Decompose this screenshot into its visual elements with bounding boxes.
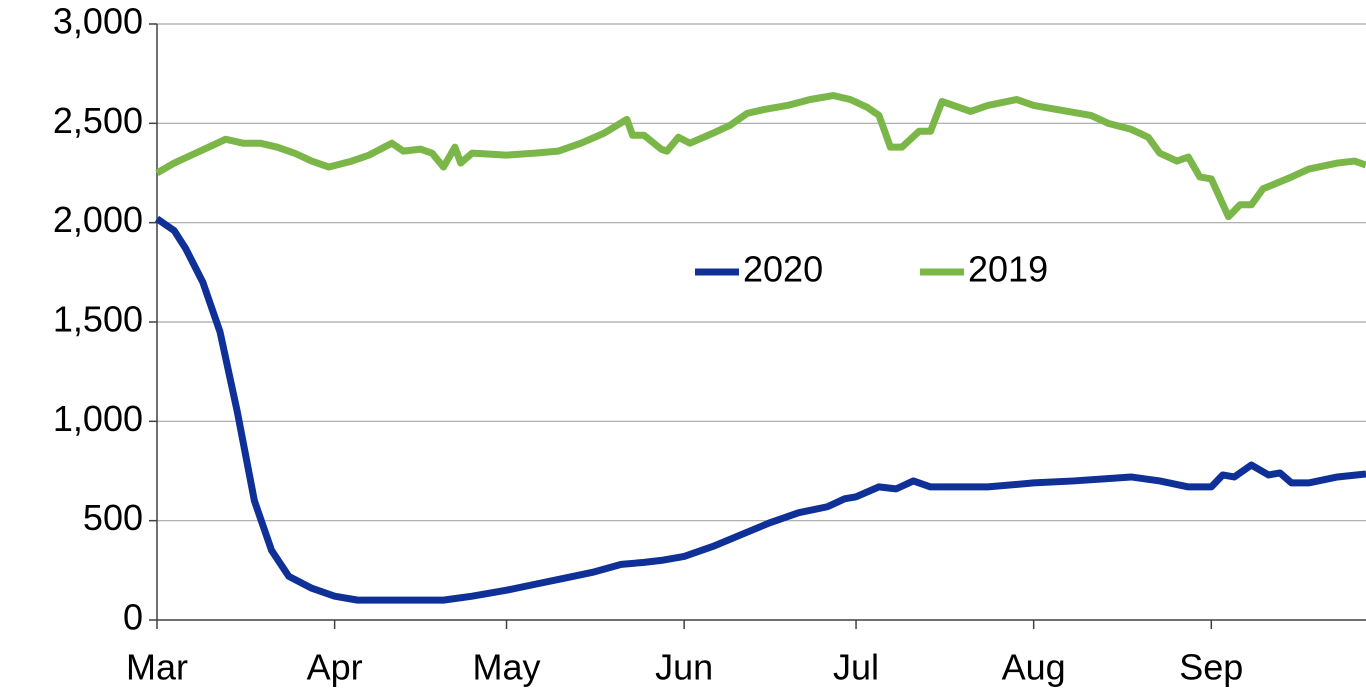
series-line	[155, 215, 1366, 604]
y-tick-label: 500	[83, 497, 143, 538]
legend-label: 2019	[968, 249, 1048, 290]
x-tick-label: Sep	[1179, 647, 1243, 688]
y-tick-label: 2,000	[53, 199, 143, 240]
y-tick-label: 1,500	[53, 299, 143, 340]
x-tick-label: Apr	[307, 647, 363, 688]
series-line	[155, 92, 1366, 221]
legend-label: 2020	[743, 249, 823, 290]
y-tick-label: 3,000	[53, 1, 143, 42]
y-tick-label: 0	[123, 597, 143, 638]
x-tick-label: May	[473, 647, 541, 688]
x-tick-label: Jun	[655, 647, 713, 688]
y-tick-label: 2,500	[53, 100, 143, 141]
y-tick-label: 1,000	[53, 398, 143, 439]
x-tick-label: Mar	[126, 647, 188, 688]
x-tick-label: Aug	[1002, 647, 1066, 688]
x-tick-label: Jul	[833, 647, 879, 688]
